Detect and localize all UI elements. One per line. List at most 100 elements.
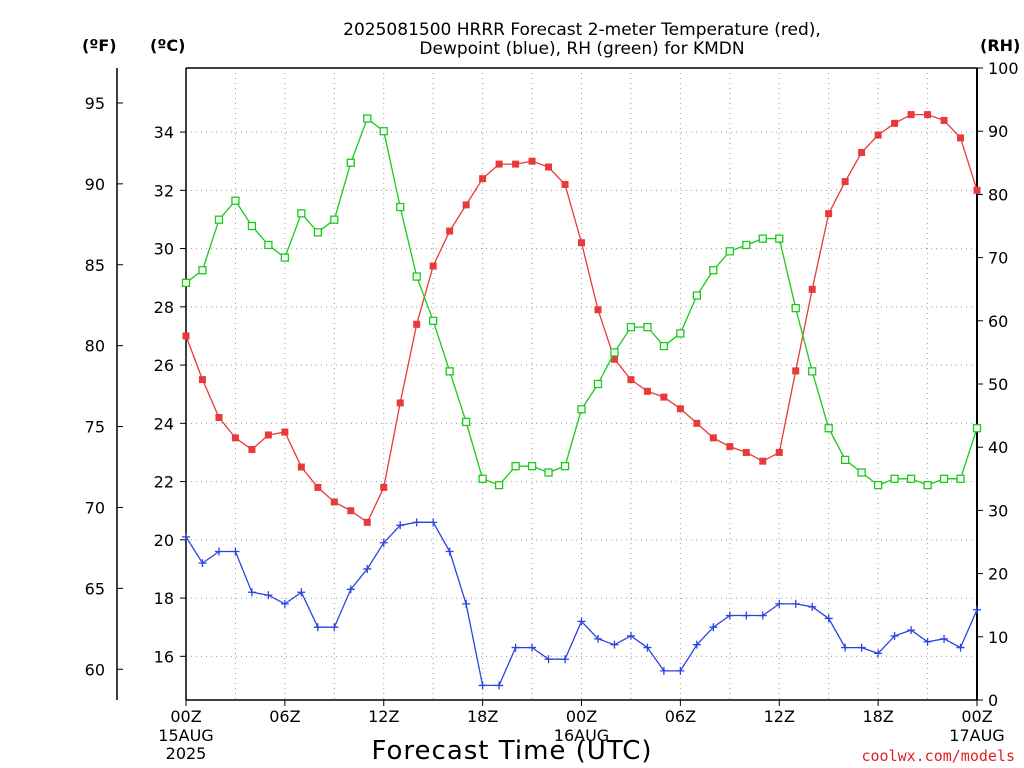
rh-point xyxy=(181,278,191,288)
celsius-tick-label: 22 xyxy=(154,473,174,492)
dewpoint-point xyxy=(923,637,932,646)
dewpoint-point xyxy=(495,681,504,690)
rh-point xyxy=(824,424,833,433)
x-tick-date-label: 2025 xyxy=(166,744,207,763)
dewpoint-point xyxy=(973,605,981,614)
rh-point xyxy=(923,480,932,490)
rh-point xyxy=(939,474,949,483)
dewpoint-point xyxy=(824,614,833,623)
temperature-point xyxy=(281,428,289,436)
temperature-point xyxy=(429,262,437,270)
temperature-point xyxy=(215,413,223,421)
rh-point xyxy=(478,474,487,483)
celsius-tick-label: 20 xyxy=(154,531,174,550)
rh-tick-label: 40 xyxy=(988,438,1008,457)
temperature-point xyxy=(545,163,553,171)
rh-point xyxy=(956,474,965,483)
rh-point xyxy=(692,291,702,300)
dewpoint-point xyxy=(363,564,372,573)
dewpoint-point xyxy=(956,643,965,652)
rh-point xyxy=(742,240,751,250)
x-tick-date-label: 16AUG xyxy=(554,726,609,745)
temperature-point xyxy=(396,399,404,407)
dewpoint-point xyxy=(511,643,520,652)
temperature-point xyxy=(957,134,965,142)
x-tick-date-label: 15AUG xyxy=(158,726,213,745)
rh-point xyxy=(906,474,916,483)
dewpoint-point xyxy=(692,640,701,649)
temperature-point xyxy=(561,180,569,188)
celsius-tick-label: 26 xyxy=(154,356,174,375)
dewpoint-point xyxy=(857,643,866,652)
rh-point xyxy=(758,234,767,243)
temperature-point xyxy=(808,285,816,293)
rh-point xyxy=(247,221,257,231)
dewpoint-point xyxy=(610,640,619,649)
fahrenheit-tick-label: 95 xyxy=(85,94,105,113)
temperature-point xyxy=(858,148,866,156)
dewpoint-point xyxy=(808,602,817,611)
dewpoint-point xyxy=(676,666,685,675)
rh-tick-label: 0 xyxy=(988,691,998,710)
rh-point xyxy=(972,424,982,433)
x-tick-label: 18Z xyxy=(467,707,498,726)
rh-tick-label: 100 xyxy=(988,59,1019,78)
rh-point xyxy=(626,322,636,332)
rh-point xyxy=(231,196,240,205)
rh-unit-label: (RH) xyxy=(980,36,1020,55)
rh-tick-label: 50 xyxy=(988,375,1008,394)
temperature-point xyxy=(709,434,717,442)
temperature-point xyxy=(528,157,536,165)
dewpoint-point xyxy=(758,611,767,620)
rh-point xyxy=(461,417,471,427)
rh-point xyxy=(791,304,800,313)
dewpoint-point xyxy=(528,643,537,652)
dewpoint-point xyxy=(462,599,471,608)
rh-point xyxy=(560,462,570,471)
dewpoint-point xyxy=(445,547,454,556)
rh-point xyxy=(577,405,586,414)
dewpoint-point xyxy=(429,518,438,527)
x-tick-label: 00Z xyxy=(961,707,992,726)
fahrenheit-tick-label: 80 xyxy=(85,337,105,356)
dewpoint-point xyxy=(791,599,800,608)
temperature-point xyxy=(759,457,767,465)
axes: 16 18 20 22 24 26 28 30 32 34 60 65 70 75 80 85 90 95 0 10 2… xyxy=(85,59,1019,763)
temperature-point xyxy=(841,178,849,186)
rh-point xyxy=(429,316,438,325)
temperature-point xyxy=(347,507,355,515)
rh-point xyxy=(676,329,685,338)
rh-point xyxy=(445,367,454,376)
x-axis-title: Forecast Time (UTC) xyxy=(371,736,652,766)
temperature-point xyxy=(907,111,915,119)
rh-tick-label: 20 xyxy=(988,565,1008,584)
rh-point xyxy=(297,209,306,218)
rh-tick-label: 10 xyxy=(988,628,1008,647)
temperature-point xyxy=(676,405,684,413)
celsius-tick-label: 30 xyxy=(154,240,174,259)
dewpoint-point xyxy=(659,666,668,675)
temperature-point xyxy=(693,419,701,427)
x-tick-label: 06Z xyxy=(269,707,300,726)
rh-point xyxy=(412,272,421,281)
x-tick-label: 06Z xyxy=(665,707,696,726)
x-tick-date-label: 17AUG xyxy=(949,726,1004,745)
temperature-point xyxy=(231,434,239,442)
temperature-point xyxy=(413,320,421,328)
temperature-point xyxy=(446,227,454,235)
chart-title-line2: Dewpoint (blue), RH (green) for KMDN xyxy=(419,39,744,59)
temperature-point xyxy=(314,483,322,491)
dewpoint-point xyxy=(841,643,850,652)
fahrenheit-unit-label: (ºF) xyxy=(82,36,117,55)
rh-point xyxy=(725,247,734,256)
temperature-point xyxy=(775,448,783,456)
rh-point xyxy=(890,474,899,483)
fahrenheit-tick-label: 70 xyxy=(85,498,105,517)
rh-tick-label: 80 xyxy=(988,185,1008,204)
rh-point xyxy=(857,468,866,477)
x-tick-label: 12Z xyxy=(368,707,399,726)
dewpoint-point xyxy=(478,681,487,690)
fahrenheit-tick-label: 90 xyxy=(85,175,105,194)
x-tick-label: 00Z xyxy=(566,707,597,726)
temperature-point xyxy=(924,111,932,119)
